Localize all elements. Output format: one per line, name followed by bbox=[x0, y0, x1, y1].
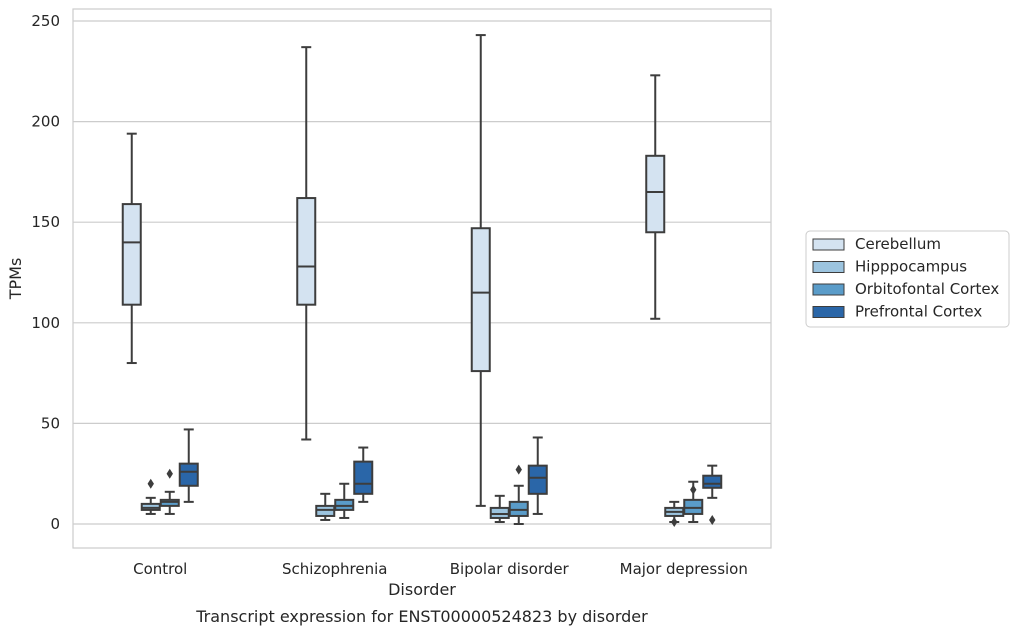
box bbox=[683, 498, 704, 515]
box-group bbox=[315, 492, 336, 521]
outlier-point bbox=[690, 484, 697, 495]
y-tick-label: 100 bbox=[31, 314, 60, 332]
box-group bbox=[470, 34, 491, 507]
outlier-point bbox=[166, 468, 173, 479]
box-group bbox=[664, 500, 685, 527]
box-group bbox=[296, 46, 317, 441]
box bbox=[508, 500, 529, 517]
box bbox=[178, 462, 199, 487]
box-group bbox=[140, 478, 161, 515]
box-group bbox=[178, 428, 199, 503]
y-tick-label: 250 bbox=[31, 12, 60, 30]
plot-frame bbox=[72, 8, 772, 549]
grid-lines bbox=[73, 20, 771, 525]
box-group bbox=[353, 446, 374, 503]
box bbox=[140, 502, 161, 511]
legend-swatch bbox=[812, 238, 845, 251]
y-tick-label: 0 bbox=[50, 515, 60, 533]
box bbox=[702, 474, 723, 489]
legend-label: Orbitofontal Cortex bbox=[855, 280, 999, 298]
y-tick-label: 150 bbox=[31, 213, 60, 231]
box-group bbox=[489, 494, 510, 523]
y-axis-label: TPMs bbox=[6, 258, 25, 301]
legend-label: Prefrontal Cortex bbox=[855, 303, 982, 321]
box-group bbox=[683, 480, 704, 523]
legend-swatch bbox=[812, 283, 845, 296]
box bbox=[334, 498, 355, 511]
outlier-point bbox=[671, 516, 678, 527]
box-group bbox=[645, 74, 666, 320]
box bbox=[315, 504, 336, 517]
y-axis-ticks: 0 50 100 150 200 250 bbox=[31, 12, 60, 533]
legend-swatch bbox=[812, 261, 845, 273]
box bbox=[470, 227, 491, 373]
legend-swatch bbox=[812, 306, 845, 318]
box bbox=[527, 464, 548, 495]
box-group bbox=[159, 468, 180, 515]
box-plot-marks bbox=[121, 34, 723, 527]
legend-label: Hipppocampus bbox=[855, 258, 967, 276]
chart-caption: Transcript expression for ENST0000052482… bbox=[195, 607, 648, 626]
box bbox=[159, 498, 180, 507]
x-tick-label: Control bbox=[133, 560, 187, 578]
y-tick-label: 50 bbox=[41, 414, 60, 432]
box bbox=[296, 197, 317, 306]
x-tick-label: Major depression bbox=[620, 560, 748, 578]
box-group bbox=[508, 464, 529, 525]
x-tick-label: Bipolar disorder bbox=[450, 560, 570, 578]
outlier-point bbox=[147, 478, 154, 489]
box bbox=[645, 154, 666, 234]
legend: Cerebellum Hipppocampus Orbitofontal Corte… bbox=[805, 230, 1010, 328]
box-group bbox=[527, 436, 548, 515]
outlier-point bbox=[515, 464, 522, 475]
box bbox=[489, 506, 510, 519]
box-group bbox=[334, 482, 355, 519]
box bbox=[121, 203, 142, 306]
outlier-point bbox=[709, 514, 716, 525]
legend-frame bbox=[805, 230, 1010, 328]
x-axis-ticks: Control Schizophrenia Bipolar disorder Majo… bbox=[133, 560, 748, 578]
box-group bbox=[121, 132, 142, 365]
x-axis-label: Disorder bbox=[388, 580, 456, 599]
y-tick-label: 200 bbox=[31, 113, 60, 131]
box bbox=[353, 460, 374, 495]
x-tick-label: Schizophrenia bbox=[282, 560, 387, 578]
legend-label: Cerebellum bbox=[855, 235, 941, 253]
box-group bbox=[702, 464, 723, 525]
